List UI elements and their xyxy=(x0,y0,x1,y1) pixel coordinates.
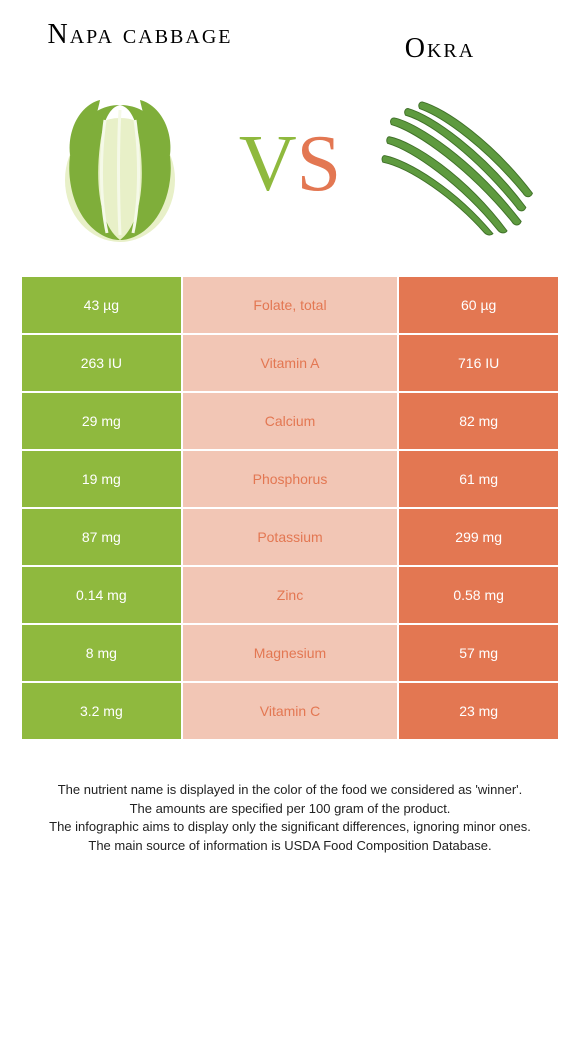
nutrient-name-cell: Vitamin C xyxy=(183,683,398,739)
footer-line: The infographic aims to display only the… xyxy=(30,818,550,837)
nutrient-table: 43 µgFolate, total60 µg263 IUVitamin A71… xyxy=(20,275,560,741)
nutrient-name-cell: Phosphorus xyxy=(183,451,398,507)
header-row: Napa cabbage Okra xyxy=(0,0,580,75)
table-row: 43 µgFolate, total60 µg xyxy=(22,277,558,333)
left-value-cell: 43 µg xyxy=(22,277,181,333)
right-value-cell: 0.58 mg xyxy=(399,567,558,623)
table-row: 29 mgCalcium82 mg xyxy=(22,393,558,449)
footer-line: The amounts are specified per 100 gram o… xyxy=(30,800,550,819)
right-value-cell: 82 mg xyxy=(399,393,558,449)
nutrient-name-cell: Calcium xyxy=(183,393,398,449)
left-value-cell: 87 mg xyxy=(22,509,181,565)
table-row: 263 IUVitamin A716 IU xyxy=(22,335,558,391)
footer-line: The main source of information is USDA F… xyxy=(30,837,550,856)
vs-label: VS xyxy=(239,119,341,210)
table-row: 87 mgPotassium299 mg xyxy=(22,509,558,565)
nutrient-name-cell: Folate, total xyxy=(183,277,398,333)
nutrient-name-cell: Potassium xyxy=(183,509,398,565)
right-value-cell: 716 IU xyxy=(399,335,558,391)
right-value-cell: 60 µg xyxy=(399,277,558,333)
left-value-cell: 29 mg xyxy=(22,393,181,449)
footer-notes: The nutrient name is displayed in the co… xyxy=(0,741,580,856)
right-value-cell: 23 mg xyxy=(399,683,558,739)
table-row: 3.2 mgVitamin C23 mg xyxy=(22,683,558,739)
okra-icon xyxy=(380,85,540,245)
left-value-cell: 0.14 mg xyxy=(22,567,181,623)
table-row: 19 mgPhosphorus61 mg xyxy=(22,451,558,507)
right-value-cell: 61 mg xyxy=(399,451,558,507)
left-value-cell: 19 mg xyxy=(22,451,181,507)
left-value-cell: 8 mg xyxy=(22,625,181,681)
left-value-cell: 263 IU xyxy=(22,335,181,391)
right-value-cell: 57 mg xyxy=(399,625,558,681)
nutrient-name-cell: Vitamin A xyxy=(183,335,398,391)
table-row: 0.14 mgZinc0.58 mg xyxy=(22,567,558,623)
footer-line: The nutrient name is displayed in the co… xyxy=(30,781,550,800)
vs-v: V xyxy=(239,119,297,210)
images-row: VS xyxy=(0,75,580,275)
table-row: 8 mgMagnesium57 mg xyxy=(22,625,558,681)
nutrient-name-cell: Zinc xyxy=(183,567,398,623)
right-value-cell: 299 mg xyxy=(399,509,558,565)
left-food-title: Napa cabbage xyxy=(40,20,240,65)
left-value-cell: 3.2 mg xyxy=(22,683,181,739)
nutrient-name-cell: Magnesium xyxy=(183,625,398,681)
vs-s: S xyxy=(297,119,342,210)
napa-cabbage-icon xyxy=(40,85,200,245)
right-food-title: Okra xyxy=(340,20,540,65)
